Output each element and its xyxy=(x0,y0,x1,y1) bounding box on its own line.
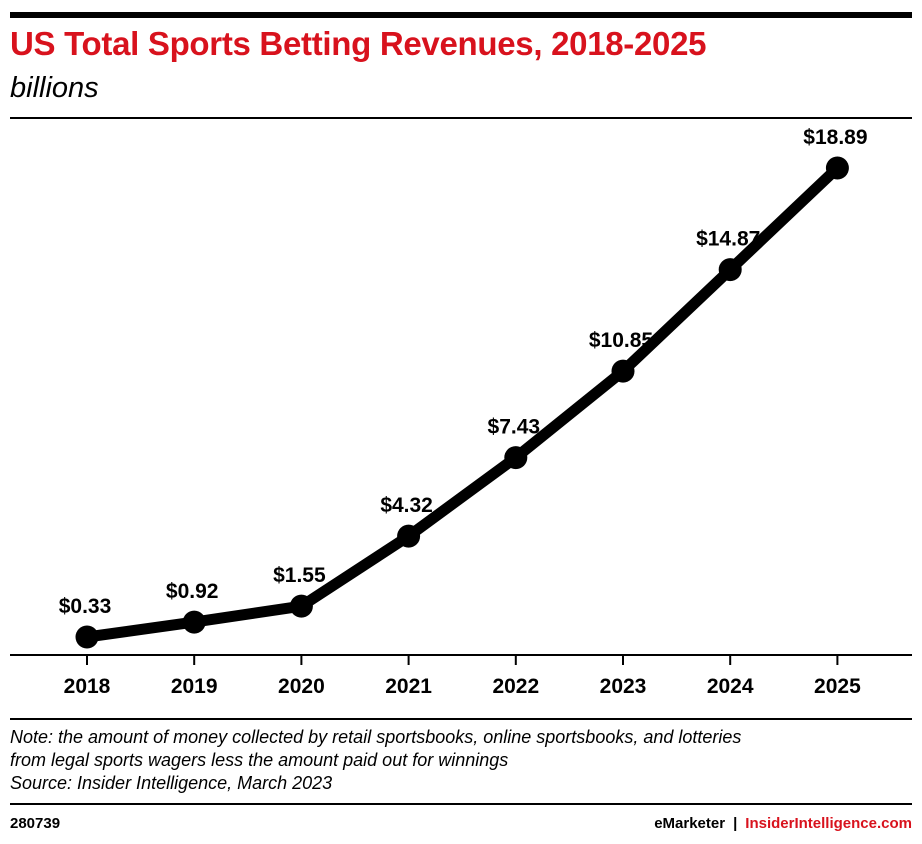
data-label: $14.87 xyxy=(696,228,760,251)
data-label: $0.92 xyxy=(166,580,219,603)
subtitle-rule xyxy=(10,117,912,119)
note-line: Note: the amount of money collected by r… xyxy=(10,727,742,747)
data-label: $10.85 xyxy=(589,329,654,352)
data-point xyxy=(182,610,206,634)
brand-emarketer: eMarketer xyxy=(654,815,726,832)
series-markers xyxy=(75,156,849,649)
brand-separator: | xyxy=(733,815,738,832)
data-point xyxy=(504,446,528,470)
x-tick-label: 2023 xyxy=(600,675,647,698)
x-tick-label: 2022 xyxy=(492,675,539,698)
data-point xyxy=(75,625,99,649)
footer-rule xyxy=(10,718,912,720)
brand-credit: eMarketer | InsiderIntelligence.com xyxy=(654,815,912,832)
bottom-rule xyxy=(10,803,912,805)
chart-title: US Total Sports Betting Revenues, 2018-2… xyxy=(10,25,707,62)
x-tick-label: 2019 xyxy=(171,675,218,698)
data-label: $0.33 xyxy=(59,595,112,618)
x-tick-label: 2018 xyxy=(64,675,111,698)
data-point xyxy=(825,156,849,180)
line-chart: 2018 2019 2020 2021 2022 2023 2024 2025 $0.33$0… xyxy=(10,126,912,698)
x-tick-label: 2024 xyxy=(707,675,754,698)
brand-insider-intelligence: InsiderIntelligence.com xyxy=(745,815,912,832)
x-axis-tick-labels: 2018 2019 2020 2021 2022 2023 2024 2025 xyxy=(64,675,861,698)
data-point xyxy=(289,594,313,618)
x-tick-label: 2020 xyxy=(278,675,325,698)
data-point xyxy=(397,524,421,548)
series-line xyxy=(81,162,843,643)
note-line: from legal sports wagers less the amount… xyxy=(10,750,509,770)
chart-id: 280739 xyxy=(10,815,61,832)
x-tick-label: 2025 xyxy=(814,675,861,698)
x-tick-label: 2021 xyxy=(385,675,432,698)
data-labels: $0.33 $0.92 $1.55 $4.32 $7.43 $10.85 $14.87 $18… xyxy=(59,126,868,618)
data-label: $18.89 xyxy=(803,126,867,149)
x-axis-ticks xyxy=(86,655,839,665)
data-point xyxy=(611,359,635,383)
source-line: Source: Insider Intelligence, March 2023 xyxy=(10,773,333,793)
data-label: $7.43 xyxy=(488,416,541,439)
top-rule xyxy=(10,12,912,18)
chart-subtitle: billions xyxy=(10,72,99,104)
data-label: $4.32 xyxy=(380,494,433,517)
data-label: $1.55 xyxy=(273,564,326,587)
data-point xyxy=(718,258,742,282)
chart-note: Note: the amount of money collected by r… xyxy=(10,726,915,795)
